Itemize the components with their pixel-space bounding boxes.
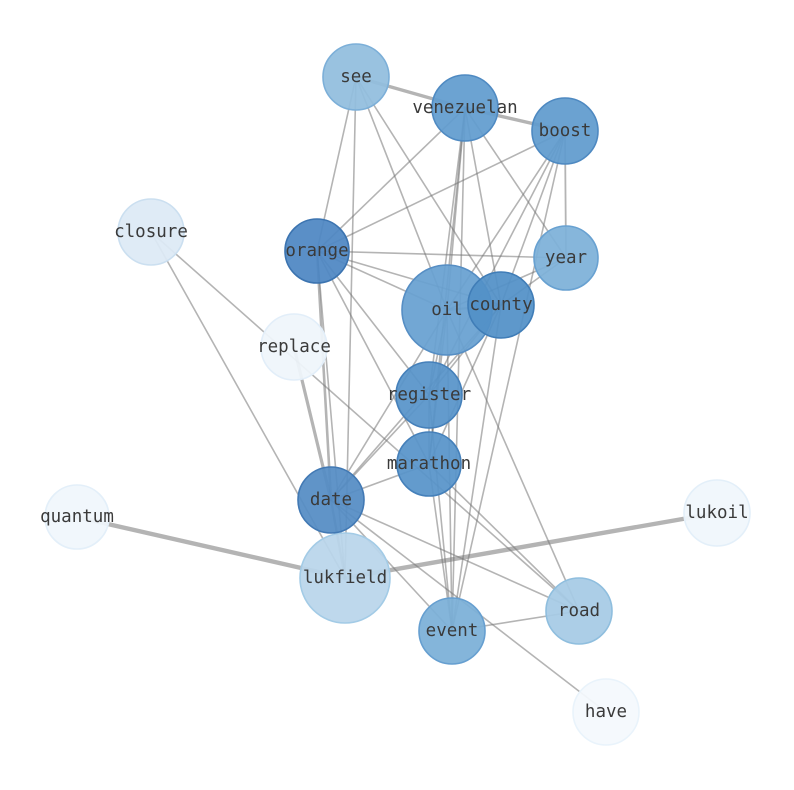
node-replace: [260, 313, 328, 381]
edge-see-county: [355, 76, 502, 306]
node-county: [467, 271, 535, 339]
node-quantum: [44, 484, 110, 550]
node-date: [297, 466, 365, 534]
node-year: [533, 225, 599, 291]
node-lukfield: [299, 532, 391, 624]
node-orange: [284, 218, 350, 284]
node-marathon: [396, 431, 462, 497]
edge-boost-event: [451, 130, 566, 632]
edge-quantum-lukfield: [74, 514, 348, 581]
edge-orange-year: [316, 250, 567, 259]
edge-county-event: [451, 304, 502, 632]
node-boost: [531, 97, 599, 165]
edge-orange-date: [315, 249, 333, 502]
node-closure: [117, 198, 185, 266]
edge-orange-marathon: [316, 250, 430, 465]
node-register: [395, 361, 463, 429]
node-road: [545, 577, 613, 645]
edge-date-road: [330, 499, 580, 612]
node-see: [322, 43, 390, 111]
node-venezuelan: [431, 74, 499, 142]
node-lukoil: [683, 479, 751, 547]
edge-venezuelan-orange: [316, 107, 466, 252]
node-event: [418, 597, 486, 665]
node-have: [572, 678, 640, 746]
edge-venezuelan-event: [451, 107, 466, 632]
edge-boost-orange: [316, 130, 566, 252]
edge-lukoil-lukfield: [342, 510, 720, 581]
edge-marathon-road: [428, 463, 580, 612]
edge-oil-road: [446, 309, 580, 612]
